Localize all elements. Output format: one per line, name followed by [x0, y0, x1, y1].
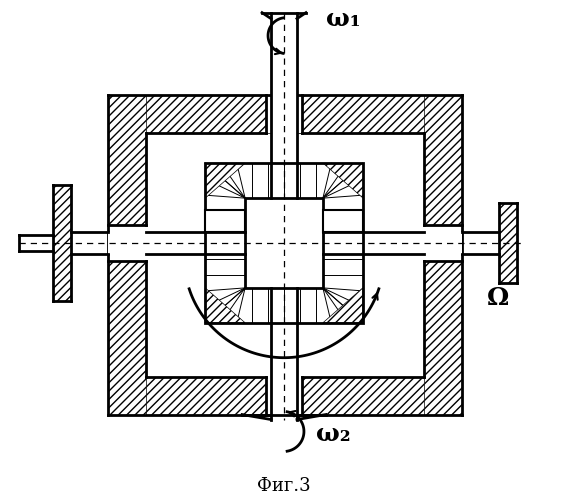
Text: Ω: Ω [486, 286, 509, 310]
Polygon shape [205, 163, 245, 198]
Bar [271, 323, 297, 420]
Bar [205, 210, 245, 232]
Polygon shape [423, 96, 461, 414]
Bar [423, 225, 463, 261]
Text: ω₂: ω₂ [316, 422, 351, 446]
Polygon shape [109, 96, 146, 414]
Text: Фиг.3: Фиг.3 [257, 478, 311, 496]
Polygon shape [323, 163, 363, 198]
Text: ω₁: ω₁ [326, 6, 361, 30]
Bar [323, 232, 461, 254]
Polygon shape [323, 288, 363, 323]
Polygon shape [109, 96, 461, 134]
Bar [323, 210, 363, 232]
Bar [271, 12, 297, 163]
Bar [109, 232, 245, 254]
Bar [266, 94, 302, 134]
Bar [245, 198, 323, 288]
Polygon shape [205, 288, 245, 323]
Polygon shape [109, 376, 461, 414]
Bar [109, 225, 147, 261]
Bar [266, 376, 302, 414]
Polygon shape [53, 185, 71, 301]
Polygon shape [500, 203, 517, 283]
Bar [205, 163, 363, 323]
